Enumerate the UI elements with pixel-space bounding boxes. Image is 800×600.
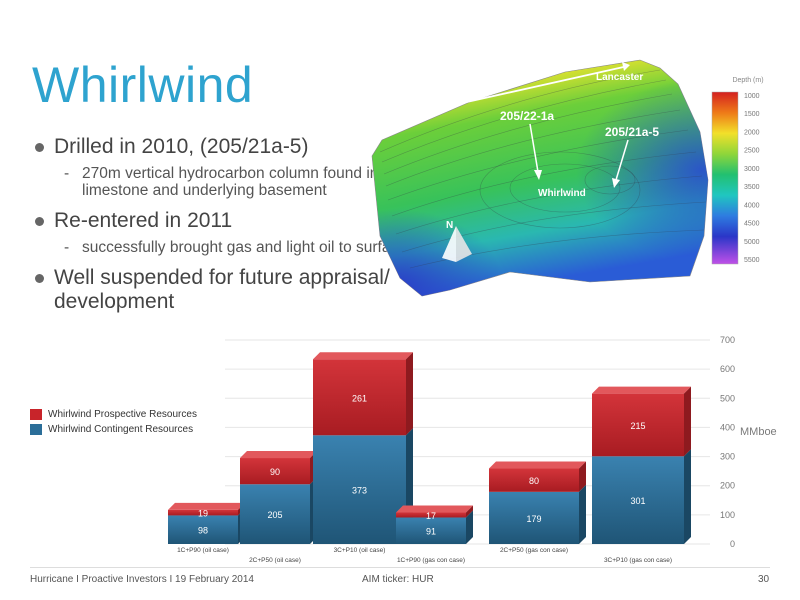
legend-contingent: Whirlwind Contingent Resources: [30, 422, 197, 437]
depth-scale-title: Depth (m): [732, 77, 763, 84]
bar-contingent: [396, 517, 466, 544]
x-axis-labels: 1C+P90 (oil case) 2C+P50 (oil case) 3C+P10…: [177, 547, 672, 564]
depth-tick-label: 4000: [744, 202, 760, 209]
page-number: 30: [758, 574, 770, 585]
legend-label-contingent: Whirlwind Contingent Resources: [48, 424, 194, 435]
lancaster-label: Lancaster: [596, 72, 643, 83]
data-label-contingent: 373: [352, 486, 367, 496]
category-label: 3C+P10 (gas con case): [604, 557, 672, 564]
category-label: 2C+P50 (gas con case): [500, 547, 568, 554]
category-label: 1C+P90 (gas con case): [397, 557, 465, 564]
legend-swatch-contingent: [30, 424, 42, 435]
chart-bars: 98 19 205 90 373 261 91 17 179 80 301 215: [168, 352, 691, 544]
bar-prospective: [313, 359, 406, 436]
depth-tick-label: 1500: [744, 111, 760, 118]
data-label-contingent: 205: [267, 510, 282, 520]
y-tick-label: 200: [720, 481, 735, 491]
data-label-prospective: 90: [270, 467, 280, 477]
y-tick-label: 500: [720, 393, 735, 403]
contour-lines: [379, 69, 707, 269]
depth-color-scale: [711, 91, 739, 265]
bar-contingent: [313, 435, 406, 544]
depth-tick-label: 5500: [744, 257, 760, 264]
footer-ticker: AIM ticker: HUR: [362, 574, 434, 585]
bar-side-prospective: [466, 505, 473, 518]
y-tick-label: 400: [720, 422, 735, 432]
legend-label-prospective: Whirlwind Prospective Resources: [48, 409, 197, 420]
bar-side-prospective: [579, 461, 586, 492]
bar-top-face: [313, 352, 413, 360]
footer-left: Hurricane I Proactive Investors I 19 Feb…: [30, 574, 254, 585]
category-label: 3C+P10 (oil case): [334, 547, 386, 554]
data-label-contingent: 179: [526, 514, 541, 524]
category-label: 1C+P90 (oil case): [177, 547, 229, 554]
bullet-drilled: Drilled in 2010, (205/21a-5): [34, 135, 414, 159]
bar-top-face: [240, 451, 317, 459]
data-label-contingent: 301: [630, 496, 645, 506]
depth-tick-label: 2000: [744, 129, 760, 136]
category-label: 2C+P50 (oil case): [249, 557, 301, 564]
well-205-21a-5-label: 205/21a-5: [605, 125, 659, 139]
bar-top-face: [168, 502, 245, 510]
depth-map: Rona Ridge Lancaster 205/22-1a 205/21a-5…: [366, 59, 764, 297]
legend-prospective: Whirlwind Prospective Resources: [30, 407, 197, 422]
bar-top-face: [592, 386, 691, 394]
whirlwind-label: Whirlwind: [538, 188, 586, 199]
bar-contingent: [168, 515, 238, 544]
depth-tick-label: 5000: [744, 239, 760, 246]
data-label-contingent: 98: [198, 526, 208, 536]
bar-side-prospective: [406, 352, 413, 436]
depth-tick-label: 3000: [744, 166, 760, 173]
depth-tick-label: 4500: [744, 221, 760, 228]
bar-side-contingent: [684, 449, 691, 544]
bar-prospective: [592, 393, 684, 457]
bar-side-contingent: [466, 510, 473, 544]
data-label-contingent: 91: [426, 527, 436, 537]
bar-contingent: [240, 484, 310, 544]
bullet-suspended: Well suspended for future appraisal/ dev…: [34, 266, 414, 314]
bullet-reentered: Re-entered in 2011: [34, 209, 414, 233]
slide-title: Whirlwind: [32, 57, 254, 113]
y-tick-label: 0: [730, 539, 735, 549]
depth-tick-label: 1000: [744, 93, 760, 100]
resources-chart: 0 100 200 300 400 500 600 700 MMboe 98 19 205 90 37…: [168, 335, 777, 564]
bar-side-prospective: [684, 386, 691, 457]
footer-divider: [30, 567, 770, 568]
depth-scale-ticks: 1000 1500 2000 2500 3000 3500 4000 4500 5000 5500: [744, 93, 760, 264]
bullet-list: Drilled in 2010, (205/21a-5) 270m vertic…: [34, 135, 414, 320]
bar-contingent: [592, 456, 684, 544]
well-205-22-1a-label: 205/22-1a: [500, 109, 554, 123]
data-label-prospective: 19: [198, 509, 208, 519]
y-tick-label: 300: [720, 452, 735, 462]
sub-bullet-gas: successfully brought gas and light oil t…: [34, 239, 414, 256]
bar-top-face: [396, 505, 473, 513]
depth-tick-label: 3500: [744, 184, 760, 191]
bar-top-face: [489, 461, 586, 469]
north-arrow-icon: N: [442, 220, 472, 262]
ridge-arrow: [367, 65, 629, 125]
y-tick-label: 700: [720, 335, 735, 345]
data-label-prospective: 215: [630, 421, 645, 431]
sub-bullet-column: 270m vertical hydrocarbon column found i…: [34, 165, 414, 199]
y-tick-label: 600: [720, 364, 735, 374]
depth-tick-label: 2500: [744, 148, 760, 155]
y-axis-ticks: 0 100 200 300 400 500 600 700: [720, 335, 735, 549]
y-tick-label: 100: [720, 510, 735, 520]
bar-side-contingent: [579, 484, 586, 544]
legend-swatch-prospective: [30, 409, 42, 420]
bar-prospective: [396, 512, 466, 518]
data-label-prospective: 17: [426, 511, 436, 521]
data-label-prospective: 261: [352, 393, 367, 403]
bar-contingent: [489, 491, 579, 544]
svg-text:N: N: [446, 220, 453, 231]
bar-prospective: [168, 509, 238, 516]
bar-prospective: [489, 468, 579, 492]
bar-prospective: [240, 458, 310, 485]
chart-legend: Whirlwind Prospective Resources Whirlwin…: [30, 407, 197, 437]
y-axis-label: MMboe: [740, 426, 777, 438]
data-label-prospective: 80: [529, 476, 539, 486]
